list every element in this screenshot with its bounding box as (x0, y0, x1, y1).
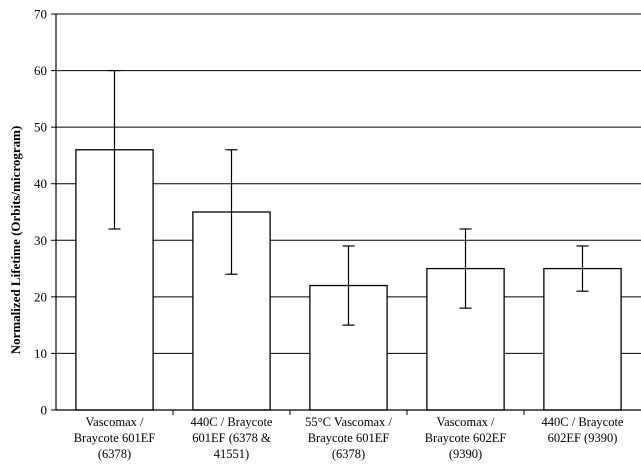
y-tick-label: 30 (34, 233, 47, 248)
y-tick-label: 40 (34, 176, 47, 191)
y-tick-label: 20 (34, 289, 47, 304)
x-category-label: Vascomax / Braycote 602EF (9390) (425, 415, 507, 461)
y-tick-label: 10 (34, 346, 47, 361)
x-category-label: 440C / Braycote 602EF (9390) (542, 415, 624, 445)
y-tick-label: 50 (34, 120, 47, 135)
y-axis-title: Normalized Lifetime (Orbits/microgram) (8, 126, 23, 355)
error-bars (108, 69, 589, 326)
axis-labels: 0 10 20 30 40 50 60 70 Vascomax / Braycote 601EF(… (34, 7, 624, 462)
x-category-label: Vascomax / Braycote 601EF (6378) (74, 415, 156, 461)
y-tick-label: 60 (34, 63, 47, 78)
axes (51, 13, 641, 415)
y-tick-label: 0 (41, 403, 48, 418)
x-category-label: 440C / Braycote 601EF (6378 & 41551) (191, 415, 273, 461)
x-category-label: 55°C Vascomax / Braycote 601EF (6378) (305, 415, 392, 461)
bar (543, 267, 622, 411)
y-tick-label: 70 (34, 7, 47, 22)
